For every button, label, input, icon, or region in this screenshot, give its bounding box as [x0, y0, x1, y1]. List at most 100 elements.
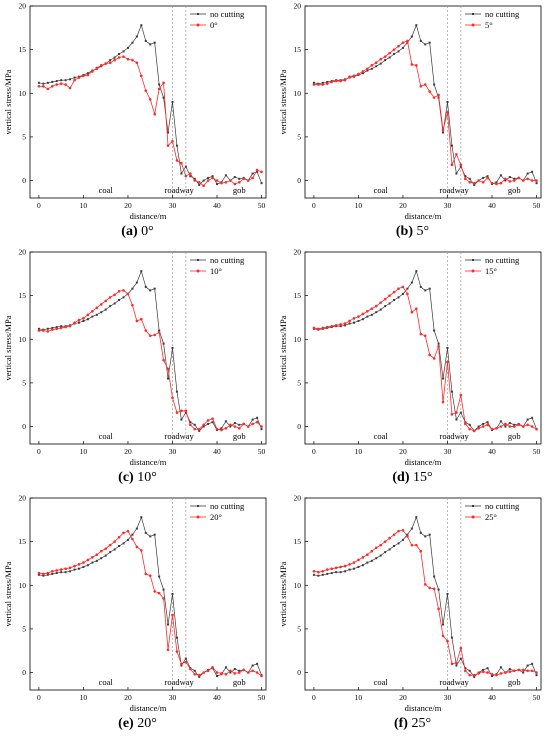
data-point-cutting	[459, 646, 463, 650]
data-point-cutting	[508, 425, 512, 428]
data-point-no-cutting	[60, 571, 63, 574]
data-point-no-cutting	[95, 313, 98, 316]
data-point-no-cutting	[455, 172, 458, 175]
data-point-cutting	[255, 168, 259, 172]
data-point-cutting	[330, 324, 334, 328]
data-point-no-cutting	[207, 422, 210, 425]
y-axis-label: vertical stress/MPa	[278, 69, 288, 134]
legend-label: no cutting	[210, 9, 245, 19]
data-point-cutting	[55, 327, 59, 331]
plot-frame	[29, 251, 267, 445]
y-tick-label: 5	[22, 132, 26, 141]
data-point-no-cutting	[477, 425, 480, 428]
data-point-no-cutting	[375, 311, 378, 314]
data-point-no-cutting	[442, 131, 445, 134]
data-point-no-cutting	[379, 62, 382, 65]
x-tick-label: 0	[37, 201, 41, 210]
data-point-cutting	[148, 334, 152, 338]
data-point-cutting	[481, 180, 485, 184]
data-point-no-cutting	[162, 96, 165, 99]
data-point-no-cutting	[348, 322, 351, 325]
y-tick-label: 15	[19, 45, 27, 54]
data-point-no-cutting	[260, 182, 263, 185]
data-point-no-cutting	[198, 183, 201, 186]
data-point-cutting	[374, 304, 378, 308]
data-point-no-cutting	[464, 667, 467, 670]
y-tick-label: 0	[22, 176, 26, 185]
data-point-no-cutting	[384, 551, 387, 554]
data-point-cutting	[144, 572, 148, 576]
data-point-cutting	[242, 177, 246, 181]
data-point-cutting	[206, 419, 210, 422]
data-point-cutting	[260, 425, 263, 428]
data-point-no-cutting	[397, 296, 400, 299]
data-point-cutting	[383, 540, 387, 543]
legend-marker	[471, 23, 475, 27]
data-point-cutting	[242, 422, 246, 426]
data-point-no-cutting	[109, 551, 112, 554]
data-point-no-cutting	[375, 557, 378, 560]
data-point-no-cutting	[366, 69, 369, 72]
data-point-cutting	[312, 326, 316, 330]
data-point-no-cutting	[424, 535, 427, 538]
data-point-cutting	[91, 310, 94, 313]
data-point-no-cutting	[55, 326, 58, 329]
data-point-no-cutting	[415, 270, 418, 273]
data-point-cutting	[175, 411, 179, 414]
data-point-cutting	[508, 670, 512, 673]
data-point-cutting	[144, 89, 148, 92]
data-point-cutting	[477, 426, 480, 430]
data-point-cutting	[189, 667, 192, 671]
legend-marker	[471, 515, 475, 519]
data-point-cutting	[419, 332, 423, 336]
data-point-no-cutting	[491, 675, 494, 678]
data-point-cutting	[175, 159, 179, 162]
data-point-cutting	[423, 583, 427, 586]
data-point-no-cutting	[433, 83, 436, 86]
data-point-no-cutting	[100, 557, 103, 560]
x-tick-label: 50	[258, 447, 266, 456]
data-point-cutting	[486, 423, 489, 427]
y-tick-label: 5	[22, 378, 26, 387]
data-point-no-cutting	[60, 325, 63, 328]
data-point-cutting	[348, 75, 351, 78]
data-point-cutting	[370, 549, 374, 553]
data-point-cutting	[99, 64, 103, 67]
caption-letter: (f)	[393, 716, 408, 731]
y-tick-label: 10	[19, 581, 27, 590]
data-point-no-cutting	[238, 669, 241, 672]
data-point-no-cutting	[193, 177, 196, 180]
data-point-no-cutting	[393, 545, 396, 547]
data-point-no-cutting	[339, 325, 342, 328]
data-point-cutting	[419, 549, 423, 553]
data-point-no-cutting	[86, 564, 89, 567]
data-point-no-cutting	[326, 80, 329, 83]
data-point-cutting	[215, 427, 219, 431]
data-point-no-cutting	[256, 662, 259, 665]
data-point-cutting	[517, 176, 521, 180]
caption-e: (e) 20°	[0, 716, 275, 732]
data-point-cutting	[357, 315, 360, 318]
data-point-no-cutting	[224, 666, 227, 669]
data-point-no-cutting	[450, 144, 453, 147]
data-point-no-cutting	[211, 175, 214, 178]
data-point-cutting	[312, 83, 316, 86]
data-point-cutting	[397, 529, 400, 533]
data-point-no-cutting	[504, 425, 507, 428]
data-point-no-cutting	[468, 669, 471, 672]
data-point-cutting	[352, 317, 356, 320]
data-point-cutting	[50, 328, 54, 331]
data-point-cutting	[202, 671, 205, 674]
legend-marker	[196, 515, 200, 519]
data-point-cutting	[406, 39, 409, 43]
legend-marker	[471, 269, 475, 273]
region-label-coal: coal	[374, 431, 389, 441]
x-tick-label: 40	[488, 201, 496, 210]
data-point-cutting	[392, 290, 396, 294]
series-line-no-cutting	[313, 270, 537, 432]
legend-marker	[472, 259, 474, 261]
legend-marker	[197, 505, 199, 507]
data-point-cutting	[517, 423, 521, 427]
data-point-no-cutting	[153, 41, 156, 44]
